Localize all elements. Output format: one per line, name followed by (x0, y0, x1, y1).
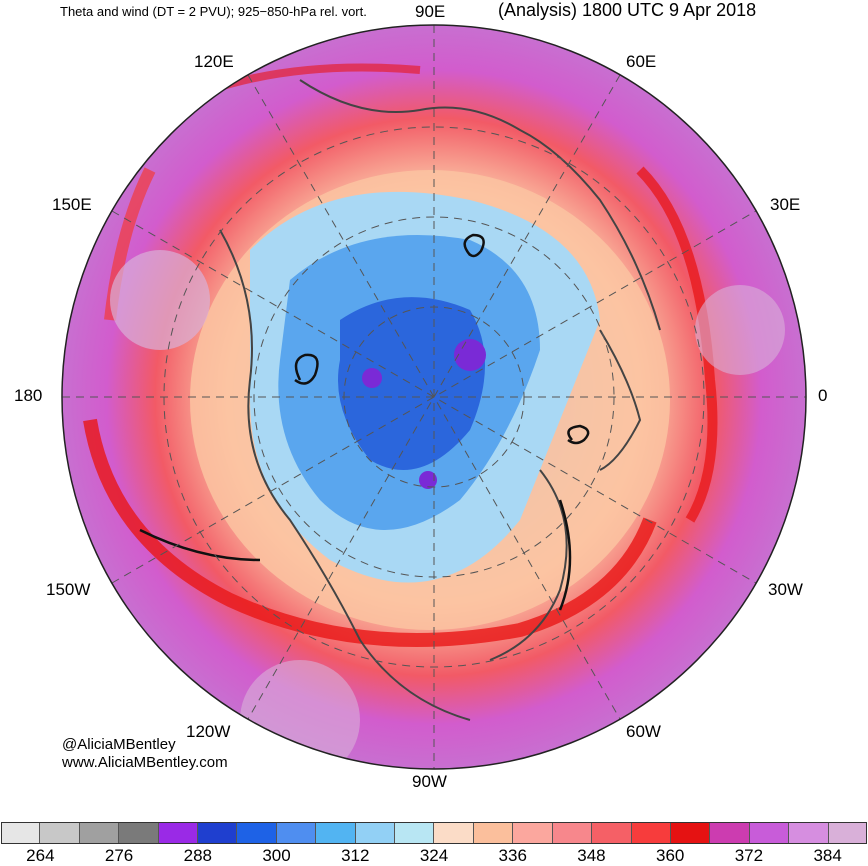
colorbar-swatch (592, 822, 632, 844)
colorbar (1, 822, 867, 844)
colorbar-frame (1, 822, 867, 844)
lon-label-30e: 30E (770, 195, 801, 214)
colorbar-label: 336 (498, 846, 527, 865)
credit-twitter: @AliciaMBentley (62, 736, 176, 753)
colorbar-swatch (434, 822, 474, 844)
map-valid-time: (Analysis) 1800 UTC 9 Apr 2018 (498, 0, 757, 20)
colorbar-swatch (355, 822, 396, 844)
colorbar-label: 288 (183, 846, 212, 865)
colorbar-swatch (749, 822, 790, 844)
lon-label-60e: 60E (626, 52, 657, 71)
colorbar-swatch (395, 822, 435, 844)
coastlines (219, 79, 661, 721)
lon-label-30w: 30W (768, 580, 803, 599)
colorbar-label: 276 (104, 846, 134, 865)
colorbar-label: 264 (26, 846, 55, 865)
colorbar-label: 372 (734, 846, 764, 865)
colorbar-swatch (40, 822, 80, 844)
colorbar-swatch (828, 822, 867, 844)
colorbar-swatch (513, 822, 553, 844)
lat-lon-grid (62, 25, 806, 769)
colorbar-swatch (276, 822, 317, 844)
lon-label-90e: 90E (415, 2, 446, 21)
map-title: Theta and wind (DT = 2 PVU); 925−850-hPa… (60, 4, 367, 19)
credit-website: www.AliciaMBentley.com (62, 754, 228, 771)
lon-label-120e: 120E (194, 52, 234, 71)
credit-block: @AliciaMBentley www.AliciaMBentley.com (62, 736, 228, 772)
colorbar-label: 360 (655, 846, 685, 865)
colorbar-swatch (198, 822, 238, 844)
colorbar-swatch (789, 822, 829, 844)
colorbar-label: 312 (341, 846, 370, 865)
colorbar-swatch (1, 822, 41, 844)
lon-label-90w: 90W (412, 772, 447, 791)
colorbar-swatch (316, 822, 356, 844)
colorbar-swatch (79, 822, 120, 844)
colorbar-swatch (119, 822, 159, 844)
polar-map (61, 24, 807, 770)
colorbar-swatch (237, 822, 277, 844)
theta-field (62, 25, 806, 769)
lon-label-0: 0 (818, 386, 828, 405)
colorbar-swatch (473, 822, 514, 844)
colorbar-swatch (158, 822, 199, 844)
lon-label-150w: 150W (46, 580, 91, 599)
lon-label-150e: 150E (52, 195, 92, 214)
map-boundary (61, 24, 807, 770)
colorbar-label: 300 (262, 846, 291, 865)
colorbar-swatch (631, 822, 671, 844)
colorbar-label: 324 (419, 846, 449, 865)
colorbar-label: 384 (813, 846, 842, 865)
colorbar-label: 348 (577, 846, 606, 865)
colorbar-swatch (670, 822, 711, 844)
vorticity-contours (139, 233, 590, 611)
colorbar-swatch (710, 822, 750, 844)
lon-label-120w: 120W (186, 722, 231, 741)
colorbar-swatch (552, 822, 593, 844)
lon-label-60w: 60W (626, 722, 661, 741)
lon-label-180: 180 (14, 386, 43, 405)
